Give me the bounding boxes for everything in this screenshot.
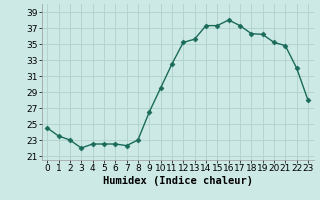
- X-axis label: Humidex (Indice chaleur): Humidex (Indice chaleur): [103, 176, 252, 186]
